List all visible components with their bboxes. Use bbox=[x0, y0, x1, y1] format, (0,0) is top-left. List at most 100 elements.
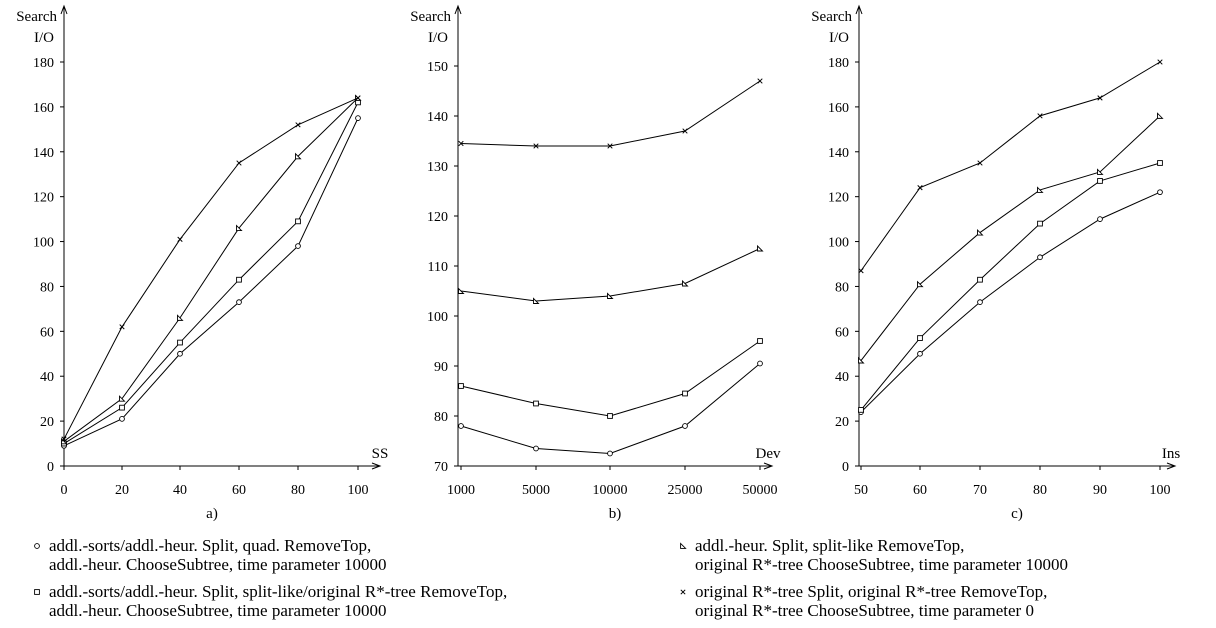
y-axis-arrow-icon bbox=[454, 4, 462, 15]
data-point-square bbox=[1157, 160, 1163, 166]
data-point-circle bbox=[295, 243, 301, 249]
y-tick-label: 80 bbox=[40, 280, 54, 295]
data-point-cross bbox=[295, 122, 301, 128]
y-tick-label: 60 bbox=[835, 325, 849, 340]
series-line-triangle bbox=[63, 97, 359, 442]
y-tick-label: 100 bbox=[33, 236, 54, 251]
y-axis-label: Search bbox=[811, 9, 852, 25]
y-tick-label: 140 bbox=[828, 146, 849, 161]
x-tick-label: 100 bbox=[348, 483, 369, 498]
series-line-circle bbox=[63, 117, 359, 447]
legend-line1: original R*-tree Split, original R*-tree… bbox=[695, 582, 1048, 601]
data-point-cross bbox=[119, 324, 125, 330]
series-line-cross bbox=[860, 61, 1161, 272]
data-point-circle bbox=[236, 299, 242, 306]
data-point-cross bbox=[858, 268, 864, 274]
y-axis-label: Search bbox=[16, 9, 57, 25]
x-tick-label: 25000 bbox=[668, 483, 703, 498]
data-point-triangle bbox=[917, 280, 924, 288]
data-point-square bbox=[917, 335, 923, 341]
y-tick-label: 80 bbox=[434, 410, 448, 425]
data-point-cross bbox=[682, 128, 688, 134]
data-point-circle bbox=[458, 423, 464, 429]
y-tick-label: 140 bbox=[33, 146, 54, 161]
x-tick-label: 90 bbox=[1093, 483, 1107, 498]
circle-marker-icon bbox=[34, 543, 40, 549]
data-point-cross bbox=[533, 143, 539, 149]
y-tick-label: 150 bbox=[427, 60, 448, 75]
x-tick-label: 5000 bbox=[522, 483, 550, 498]
data-point-triangle bbox=[977, 228, 984, 236]
chart-panel-b: Search I/O Dev 70 80 90 100 110 120 130 140 150 1000… bbox=[410, 4, 781, 522]
y-tick-label: 100 bbox=[828, 236, 849, 251]
y-tick-label: 70 bbox=[434, 460, 448, 475]
y-tick-label: 0 bbox=[47, 460, 54, 475]
panel-label: a) bbox=[206, 506, 218, 522]
series-line-cross bbox=[63, 97, 359, 440]
data-point-square bbox=[119, 404, 125, 411]
y-tick-label: 60 bbox=[40, 325, 54, 340]
x-tick-label: 40 bbox=[173, 483, 187, 498]
y-tick-label: 120 bbox=[33, 191, 54, 206]
data-point-triangle bbox=[295, 152, 302, 160]
data-point-triangle bbox=[458, 287, 465, 294]
x-axis-arrow-icon bbox=[1166, 462, 1177, 470]
data-point-triangle bbox=[1157, 112, 1164, 119]
y-axis-label: I/O bbox=[428, 30, 448, 46]
y-tick-label: 100 bbox=[427, 310, 448, 325]
x-tick-label: 1000 bbox=[447, 483, 475, 498]
y-tick-label: 140 bbox=[427, 110, 448, 125]
y-tick-label: 90 bbox=[434, 360, 448, 375]
series-line-square bbox=[63, 102, 359, 444]
data-point-square bbox=[295, 218, 301, 225]
y-tick-label: 120 bbox=[427, 210, 448, 225]
data-point-cross bbox=[757, 78, 763, 84]
x-tick-label: 20 bbox=[115, 483, 129, 498]
data-point-cross bbox=[61, 436, 67, 442]
x-tick-label: 60 bbox=[232, 483, 246, 498]
panel-label: c) bbox=[1011, 506, 1023, 522]
y-tick-label: 20 bbox=[835, 415, 849, 430]
x-tick-label: 70 bbox=[973, 483, 987, 498]
series-line-circle bbox=[860, 191, 1161, 413]
series-line-cross bbox=[460, 80, 761, 147]
data-point-triangle bbox=[236, 224, 243, 232]
data-point-square bbox=[977, 276, 983, 283]
data-point-circle bbox=[1157, 189, 1163, 196]
data-point-triangle bbox=[607, 292, 614, 299]
y-axis-label: Search bbox=[410, 9, 451, 25]
legend-line1: addl.-sorts/addl.-heur. Split, split-lik… bbox=[49, 582, 508, 601]
series-line-triangle bbox=[860, 115, 1161, 361]
y-tick-label: 130 bbox=[427, 160, 448, 175]
data-point-square bbox=[177, 339, 183, 346]
data-point-circle bbox=[917, 350, 923, 357]
x-tick-label: 80 bbox=[1033, 483, 1047, 498]
data-point-square bbox=[757, 338, 763, 344]
data-point-cross bbox=[917, 185, 923, 191]
x-tick-label: 50 bbox=[854, 483, 868, 498]
y-tick-label: 0 bbox=[842, 460, 849, 475]
legend-line2: original R*-tree ChooseSubtree, time par… bbox=[695, 555, 1068, 574]
data-point-square bbox=[682, 390, 688, 397]
legend-line2: original R*-tree ChooseSubtree, time par… bbox=[695, 601, 1034, 620]
data-point-circle bbox=[1037, 254, 1043, 261]
cross-marker-icon bbox=[680, 589, 686, 595]
series-line-square bbox=[460, 340, 761, 417]
y-axis-arrow-icon bbox=[60, 4, 68, 15]
data-point-triangle bbox=[682, 279, 689, 287]
y-tick-label: 40 bbox=[40, 370, 54, 385]
data-point-cross bbox=[607, 143, 613, 149]
data-point-circle bbox=[177, 350, 183, 357]
y-tick-label: 180 bbox=[33, 56, 54, 71]
y-tick-label: 110 bbox=[428, 260, 448, 275]
triangle-marker-icon bbox=[680, 542, 687, 549]
y-tick-label: 80 bbox=[835, 280, 849, 295]
legend-line2: addl.-heur. ChooseSubtree, time paramete… bbox=[49, 555, 387, 574]
y-axis-label: I/O bbox=[829, 30, 849, 46]
y-axis-label: I/O bbox=[34, 30, 54, 46]
data-point-triangle bbox=[119, 395, 126, 402]
x-tick-label: 60 bbox=[913, 483, 927, 498]
data-point-cross bbox=[1037, 113, 1043, 119]
data-point-circle bbox=[607, 450, 613, 457]
data-point-circle bbox=[977, 299, 983, 306]
